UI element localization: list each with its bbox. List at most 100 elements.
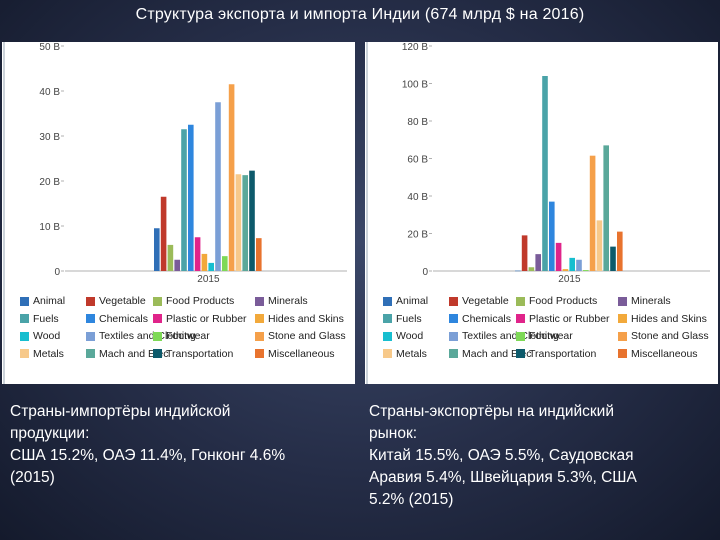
y-tick-label: 20 B xyxy=(39,177,60,188)
y-tick-label: 10 B xyxy=(39,222,60,233)
legend-label: Animal xyxy=(33,295,66,307)
bar-chemicals xyxy=(188,124,194,271)
bar-footwear xyxy=(583,270,589,271)
legend-label: Vegetable xyxy=(99,295,146,307)
bar-transportation xyxy=(610,246,616,271)
legend-item: Chemicals xyxy=(86,313,148,325)
export-chart: 0 20 B 40 B 60 B 80 B 100 B 120 B 2015 xyxy=(366,42,710,384)
legend-label: Hides and Skins xyxy=(631,312,707,325)
legend-item: Footwear xyxy=(153,330,210,342)
legend-item: Miscellaneous xyxy=(255,348,335,360)
legend-label: Transportation xyxy=(166,347,234,360)
legend-swatch xyxy=(20,349,29,358)
y-tick-label: 40 B xyxy=(407,192,428,203)
bar-fuels xyxy=(181,129,187,271)
legend-swatch xyxy=(449,296,458,306)
importers-caption-line: (2015) xyxy=(10,469,55,486)
legend-label: Miscellaneous xyxy=(631,347,698,360)
bar-transportation xyxy=(249,170,255,271)
x-category-label: 2015 xyxy=(558,274,581,285)
legend-label: Miscellaneous xyxy=(268,347,335,360)
legend-swatch xyxy=(255,349,264,358)
bar-wood xyxy=(208,262,214,271)
legend-item: Food Products xyxy=(516,295,597,307)
bar-miscellaneous xyxy=(256,238,262,271)
legend-swatch xyxy=(255,296,264,306)
legend-label: Food Products xyxy=(529,295,598,307)
legend-swatch xyxy=(383,296,392,306)
importers-caption-line: США 15.2%, ОАЭ 11.4%, Гонконг 4.6% xyxy=(10,447,286,464)
legend-label: Footwear xyxy=(529,330,573,342)
legend-label: Stone and Glass xyxy=(631,330,709,342)
exporters-caption-line: рынок: xyxy=(369,425,418,442)
legend-label: Stone and Glass xyxy=(268,330,346,342)
legend-item: Textiles and Clothing xyxy=(449,330,559,342)
exporters-caption: Страны-экспортёры на индийский рынок: Ки… xyxy=(369,401,709,511)
legend-swatch xyxy=(618,349,627,358)
legend-item: Wood xyxy=(383,330,423,342)
bar-hides-and-skins xyxy=(562,269,569,271)
legend-item: Stone and Glass xyxy=(618,330,709,342)
bar-vegetable xyxy=(160,196,167,271)
legend-item: Hides and Skins xyxy=(255,313,344,325)
legend-swatch xyxy=(86,314,95,323)
legend-swatch xyxy=(86,296,95,306)
legend-swatch xyxy=(153,331,162,341)
legend-label: Mach and Elec xyxy=(462,347,532,360)
legend-label: Mach and Elec xyxy=(99,347,169,360)
legend-item: Transportation xyxy=(153,348,233,360)
bar-wood xyxy=(569,257,575,271)
legend-swatch xyxy=(449,349,458,358)
legend-swatch xyxy=(86,331,95,341)
legend-item: Footwear xyxy=(516,330,573,342)
legend-label: Metals xyxy=(396,347,427,360)
legend-item: Metals xyxy=(383,348,427,360)
bar-textiles-and-clothing xyxy=(576,259,582,271)
importers-caption-line: продукции: xyxy=(10,425,90,442)
legend-swatch xyxy=(618,331,627,341)
legend-label: Metals xyxy=(33,347,64,360)
bar-vegetable xyxy=(521,235,528,271)
legend-item: Wood xyxy=(20,330,60,342)
import-chart: 0 10 B 20 B 30 B 40 B 50 B 2015 xyxy=(3,42,347,384)
legend-label: Transportation xyxy=(529,347,597,360)
legend-item: Mach and Elec xyxy=(449,348,531,360)
importers-caption-line: Страны-импортёры индийской xyxy=(10,403,231,420)
bar-stone-and-glass xyxy=(589,155,596,271)
bar-plastic-or-rubber xyxy=(555,242,562,271)
x-category-label: 2015 xyxy=(197,274,220,285)
y-tick-label: 20 B xyxy=(407,230,428,241)
y-tick-label: 100 B xyxy=(402,80,428,91)
bar-footwear xyxy=(222,256,228,271)
bar-stone-and-glass xyxy=(228,84,235,271)
legend-item: Minerals xyxy=(618,295,671,307)
legend-label: Textiles and Clothing xyxy=(462,330,559,342)
legend-swatch xyxy=(383,314,392,323)
legend-label: Hides and Skins xyxy=(268,312,344,325)
legend-item: Animal xyxy=(383,295,428,307)
legend-item: Vegetable xyxy=(86,295,146,307)
legend-item: Plastic or Rubber xyxy=(516,313,610,325)
legend-item: Fuels xyxy=(20,313,59,325)
legend-swatch xyxy=(516,314,525,323)
exporters-caption-line: Китай 15.5%, ОАЭ 5.5%, Саудовская xyxy=(369,447,634,464)
importers-caption: Страны-импортёры индийской продукции: СШ… xyxy=(10,401,350,489)
legend-item: Textiles and Clothing xyxy=(86,330,196,342)
legend-swatch xyxy=(20,331,29,341)
bar-food-products xyxy=(167,244,174,271)
legend-swatch xyxy=(383,349,392,358)
legend-swatch xyxy=(516,349,525,358)
legend-item: Food Products xyxy=(153,295,234,307)
exporters-caption-line: Страны-экспортёры на индийский xyxy=(369,403,615,420)
legend-swatch xyxy=(449,331,458,341)
legend-item: Mach and Elec xyxy=(86,348,168,360)
bar-metals xyxy=(596,220,603,271)
y-tick-label: 0 xyxy=(422,267,428,278)
legend-item: Miscellaneous xyxy=(618,348,698,360)
legend-item: Animal xyxy=(20,295,65,307)
legend-swatch xyxy=(383,331,392,341)
legend-label: Chemicals xyxy=(462,312,512,325)
legend-swatch xyxy=(20,314,29,323)
bar-animal xyxy=(154,228,160,271)
legend-item: Stone and Glass xyxy=(255,330,346,342)
